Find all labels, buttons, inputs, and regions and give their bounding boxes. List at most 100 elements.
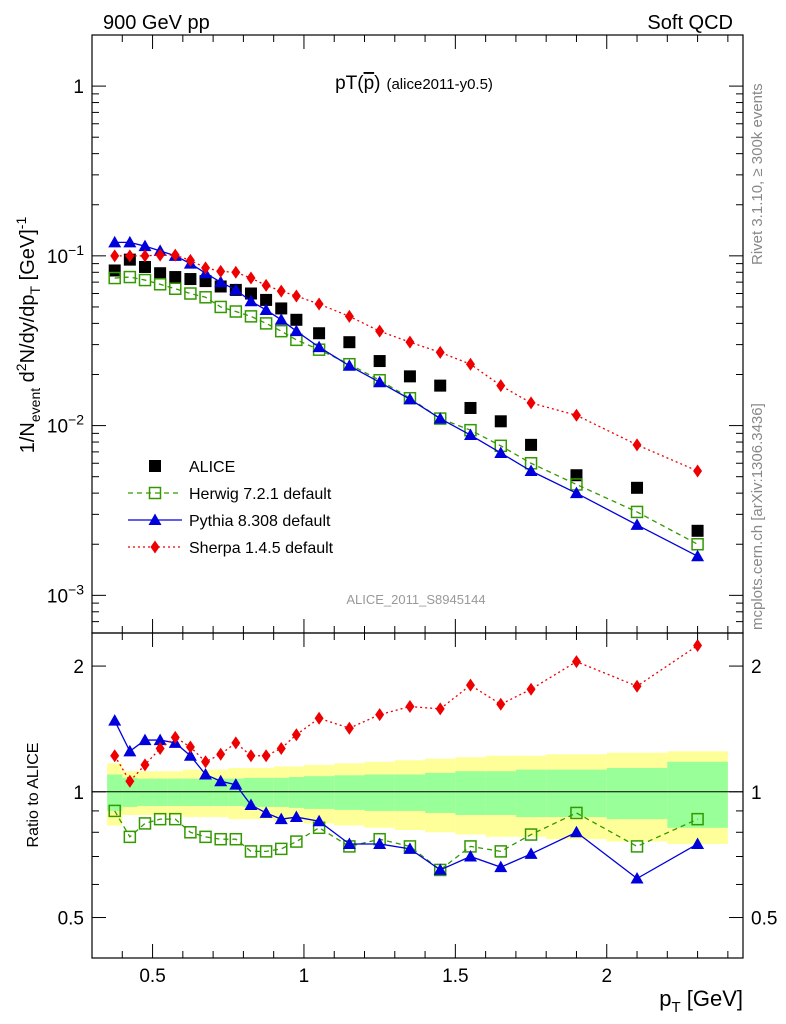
sherpa-point [693, 464, 703, 478]
herwig-point [138, 273, 152, 287]
sherpa-point [496, 379, 506, 393]
data-point [434, 379, 447, 392]
pythia-ratio-point [229, 778, 243, 790]
title-main: pT( [335, 73, 364, 94]
ratio-y-tick-label-right: 1 [751, 783, 762, 804]
pythia-point [244, 294, 258, 307]
herwig-point [169, 282, 182, 295]
pythia-ratio-point [433, 863, 447, 875]
sherpa-ratio-line [114, 644, 698, 783]
data-point [525, 438, 538, 451]
herwig-point [108, 271, 121, 285]
pythia-point [259, 303, 273, 315]
pythia-ratio-point [524, 847, 538, 859]
herwig-ratio-point [244, 845, 258, 858]
sherpa-ratio-point [314, 711, 324, 725]
uncertainty-band-inner [364, 774, 395, 811]
herwig-ratio-point [691, 812, 704, 826]
ratio-axis-label: Ratio to ALICE [25, 743, 42, 848]
sherpa-ratio-point [110, 749, 120, 763]
pythia-point [289, 324, 303, 337]
ratio-y-tick-label-right: 0.5 [751, 909, 777, 930]
pythia-point [214, 275, 228, 288]
pythia-ratio-point [183, 749, 197, 761]
pythia-ratio-point [108, 714, 122, 726]
uncertainty-band-inner [303, 776, 335, 809]
legend-label-pythia: Pythia 8.308 default [189, 513, 331, 530]
data-point [108, 264, 121, 277]
data-point [138, 260, 151, 273]
sherpa-point [246, 271, 256, 285]
pythia-point [494, 446, 508, 458]
data-point [244, 287, 257, 300]
pythia-ratio-point [153, 733, 167, 746]
sherpa-ratio-point [231, 736, 241, 750]
herwig-ratio-point [199, 830, 212, 844]
ratio-frame [91, 632, 744, 959]
pythia-point [274, 313, 288, 325]
data-point [343, 336, 356, 349]
sherpa-point [155, 248, 165, 262]
data-point [275, 302, 288, 315]
uncertainty-band-inner [152, 778, 168, 806]
uncertainty-band-inner [288, 777, 304, 808]
title-tag: (alice2011-y0.5) [386, 76, 492, 93]
pythia-point [123, 235, 137, 248]
pythia-point [403, 392, 417, 405]
uncertainty-band-inner [546, 769, 607, 818]
pythia-point [312, 340, 326, 353]
y-tick-label: 10−3 [47, 581, 84, 607]
sherpa-ratio-point [276, 741, 286, 755]
data-point [373, 355, 386, 368]
sherpa-point [314, 297, 324, 311]
sherpa-point [571, 408, 581, 422]
sherpa-ratio-point [291, 728, 301, 742]
sherpa-ratio-point [201, 755, 211, 769]
sherpa-ratio-point [170, 730, 180, 744]
herwig-point [274, 324, 288, 338]
herwig-ratio-point [570, 806, 583, 820]
sherpa-ratio-point [125, 774, 135, 788]
x-tick-label: 1.5 [442, 966, 468, 987]
pythia-ratio-point [463, 849, 477, 862]
herwig-point [244, 310, 258, 323]
sherpa-point [526, 396, 536, 410]
legend-marker-pythia [148, 513, 162, 525]
herwig-ratio-point [259, 845, 273, 858]
sherpa-ratio-point [140, 758, 150, 772]
rivet-label: Rivet 3.1.10, ≥ 300k events [749, 83, 766, 265]
sherpa-point [216, 264, 226, 278]
herwig-point [123, 270, 137, 284]
sherpa-point [344, 309, 354, 323]
herwig-point [199, 291, 212, 304]
sherpa-ratio-point [344, 721, 354, 735]
pythia-ratio-point [289, 810, 303, 823]
y-label-c: N/dy/dp [17, 294, 39, 363]
herwig-ratio-point [290, 835, 303, 848]
data-point [260, 293, 273, 306]
ratio-y-tick-label: 0.5 [58, 909, 84, 930]
pythia-point [463, 428, 477, 441]
uncertainty-band-inner [455, 771, 486, 815]
ratio-panel: 0.5 1 1.5 2 2 2 1 1 0.5 0.5 [58, 632, 777, 987]
pythia-ratio-point [691, 837, 705, 849]
sherpa-point [276, 284, 286, 298]
herwig-ratio-point [184, 826, 197, 839]
sherpa-point [261, 278, 271, 292]
pythia-ratio-point [630, 872, 644, 884]
pythia-ratio-point [244, 798, 258, 810]
herwig-ratio-point [494, 845, 508, 858]
data-point [691, 524, 704, 537]
pythia-point [373, 375, 387, 388]
sherpa-point [435, 345, 445, 359]
uncertainty-band-inner [425, 772, 456, 813]
pythia-point [630, 518, 644, 530]
herwig-ratio-point [108, 804, 121, 818]
uncertainty-band-inner [258, 777, 274, 807]
x-label-main: p [659, 986, 671, 1011]
pythia-point [108, 235, 122, 248]
pythia-point [569, 486, 583, 499]
pythia-point [138, 239, 152, 252]
y-axis-label: 1/Nevent d2N/dy/dpT [GeV]-1 [13, 217, 43, 454]
y-label-a-sub: event [27, 388, 43, 422]
